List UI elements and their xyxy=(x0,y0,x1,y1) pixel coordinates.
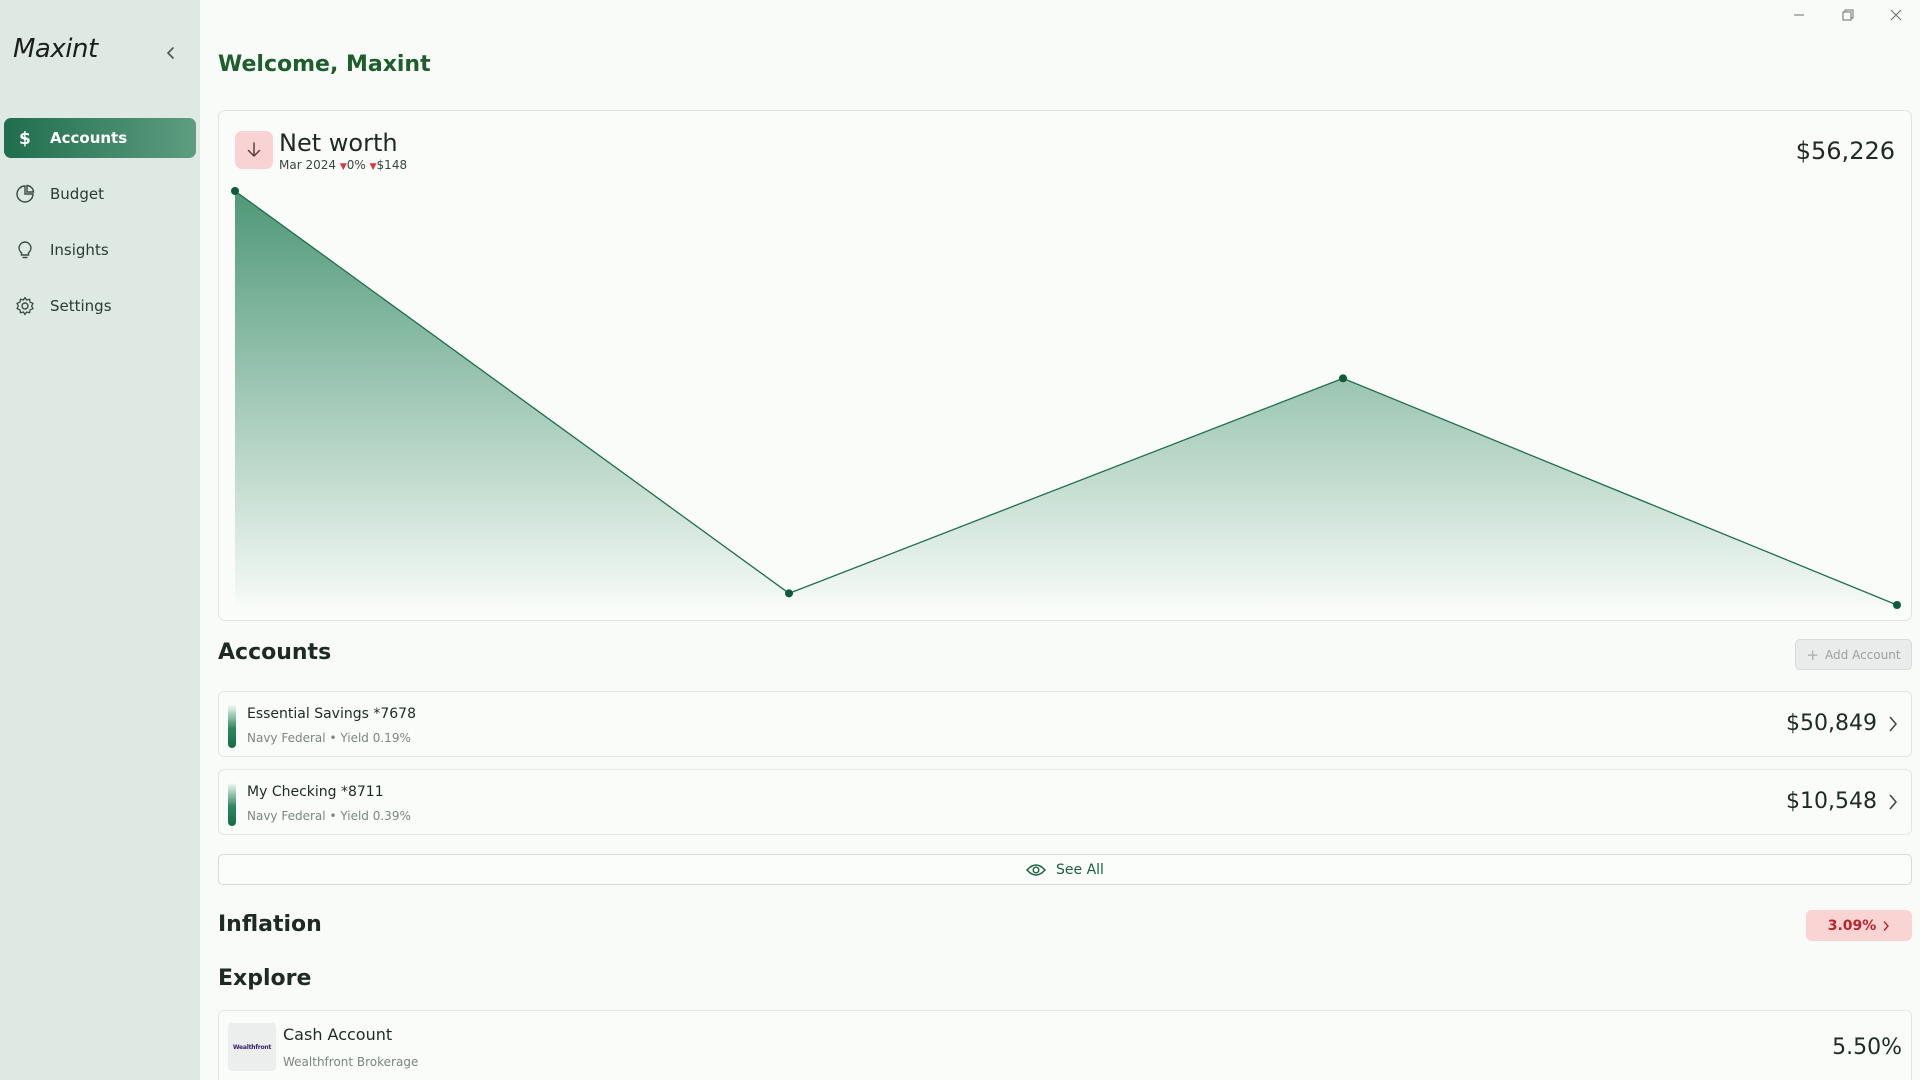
account-amount: $10,548 xyxy=(1786,789,1877,814)
see-all-label: See All xyxy=(1056,861,1104,878)
sidebar-item-label: Accounts xyxy=(50,129,128,147)
account-indicator-bar xyxy=(228,782,236,826)
explore-item-name: Cash Account xyxy=(283,1025,393,1044)
account-name: Essential Savings *7678 xyxy=(247,706,416,722)
account-amount: $50,849 xyxy=(1786,711,1877,736)
add-account-button[interactable]: + Add Account xyxy=(1795,639,1912,670)
inflation-section-title: Inflation xyxy=(218,912,322,937)
down-triangle-icon: ▼ xyxy=(339,162,347,172)
meta-separator: • xyxy=(329,809,337,823)
app-logo: Maxint xyxy=(13,34,98,64)
accounts-section-title: Accounts xyxy=(218,640,332,665)
account-meta: Navy Federal • Yield 0.39% xyxy=(247,809,411,823)
chart-point[interactable] xyxy=(785,589,793,598)
explore-item-provider: Wealthfront Brokerage xyxy=(283,1055,419,1069)
account-institution: Navy Federal xyxy=(247,809,326,823)
svg-text:$: $ xyxy=(19,129,31,148)
add-account-label: Add Account xyxy=(1825,647,1901,662)
inflation-badge[interactable]: 3.09% xyxy=(1806,910,1912,941)
dollar-icon: $ xyxy=(14,127,36,149)
meta-separator: • xyxy=(329,731,337,745)
chart-point[interactable] xyxy=(1339,374,1347,383)
chart-point[interactable] xyxy=(1893,601,1901,609)
net-worth-period: Mar 2024 xyxy=(279,158,336,172)
inflation-value: 3.09% xyxy=(1827,917,1877,934)
see-all-button[interactable]: See All xyxy=(218,854,1912,885)
sidebar-item-budget[interactable]: Budget xyxy=(4,174,196,214)
close-button[interactable] xyxy=(1881,4,1911,26)
sidebar-item-settings[interactable]: Settings xyxy=(4,286,196,326)
account-institution: Navy Federal xyxy=(247,731,326,745)
arrow-down-icon xyxy=(247,142,261,157)
chart-point[interactable] xyxy=(231,187,239,195)
chevron-left-icon xyxy=(166,47,174,59)
account-name: My Checking *8711 xyxy=(247,784,384,800)
chevron-right-icon xyxy=(1882,920,1890,932)
sidebar-item-label: Settings xyxy=(50,297,112,315)
net-worth-value: $56,226 xyxy=(1795,137,1895,165)
net-worth-change-amount: $148 xyxy=(376,158,408,172)
page-title: Welcome, Maxint xyxy=(218,52,431,77)
plus-icon: + xyxy=(1806,645,1820,664)
sidebar: Maxint $ Accounts Budget Insight xyxy=(0,0,200,1080)
explore-section-title: Explore xyxy=(218,966,312,991)
lightbulb-icon xyxy=(14,239,36,261)
restore-button[interactable] xyxy=(1833,4,1863,26)
net-worth-card: Net worth Mar 2024 ▼0% ▼$148 $56,226 xyxy=(218,110,1912,621)
sidebar-item-label: Insights xyxy=(50,241,109,259)
gear-icon xyxy=(14,295,36,317)
collapse-sidebar-button[interactable] xyxy=(160,42,182,64)
minimize-icon xyxy=(1794,14,1804,16)
down-triangle-icon: ▼ xyxy=(369,162,377,172)
eye-icon xyxy=(1026,863,1046,877)
restore-icon xyxy=(1842,9,1854,21)
wealthfront-logo: Wealthfront xyxy=(228,1023,276,1071)
net-worth-subtitle: Mar 2024 ▼0% ▼$148 xyxy=(279,158,407,172)
close-icon xyxy=(1890,9,1902,21)
sidebar-item-accounts[interactable]: $ Accounts xyxy=(4,118,196,158)
account-yield: Yield 0.39% xyxy=(340,809,411,823)
account-row[interactable]: My Checking *8711 Navy Federal • Yield 0… xyxy=(218,769,1912,835)
explore-item[interactable]: Wealthfront Cash Account Wealthfront Bro… xyxy=(218,1010,1912,1080)
account-meta: Navy Federal • Yield 0.19% xyxy=(247,731,411,745)
chart-area-fill xyxy=(235,191,1897,605)
sidebar-item-label: Budget xyxy=(50,185,104,203)
chevron-right-icon xyxy=(1889,794,1897,810)
chevron-right-icon xyxy=(1889,716,1897,732)
account-row[interactable]: Essential Savings *7678 Navy Federal • Y… xyxy=(218,691,1912,757)
minimize-button[interactable] xyxy=(1784,4,1814,26)
chart-series-line xyxy=(234,190,1898,606)
trend-down-badge xyxy=(235,131,273,169)
account-yield: Yield 0.19% xyxy=(340,731,411,745)
account-indicator-bar xyxy=(228,704,236,748)
net-worth-title: Net worth xyxy=(279,129,398,157)
sidebar-item-insights[interactable]: Insights xyxy=(4,230,196,270)
explore-item-rate: 5.50% xyxy=(1832,1035,1902,1060)
net-worth-chart xyxy=(231,187,1901,609)
sidebar-nav: $ Accounts Budget Insights Set xyxy=(4,118,196,342)
net-worth-change-pct: 0% xyxy=(346,158,366,172)
pie-chart-icon xyxy=(14,183,36,205)
